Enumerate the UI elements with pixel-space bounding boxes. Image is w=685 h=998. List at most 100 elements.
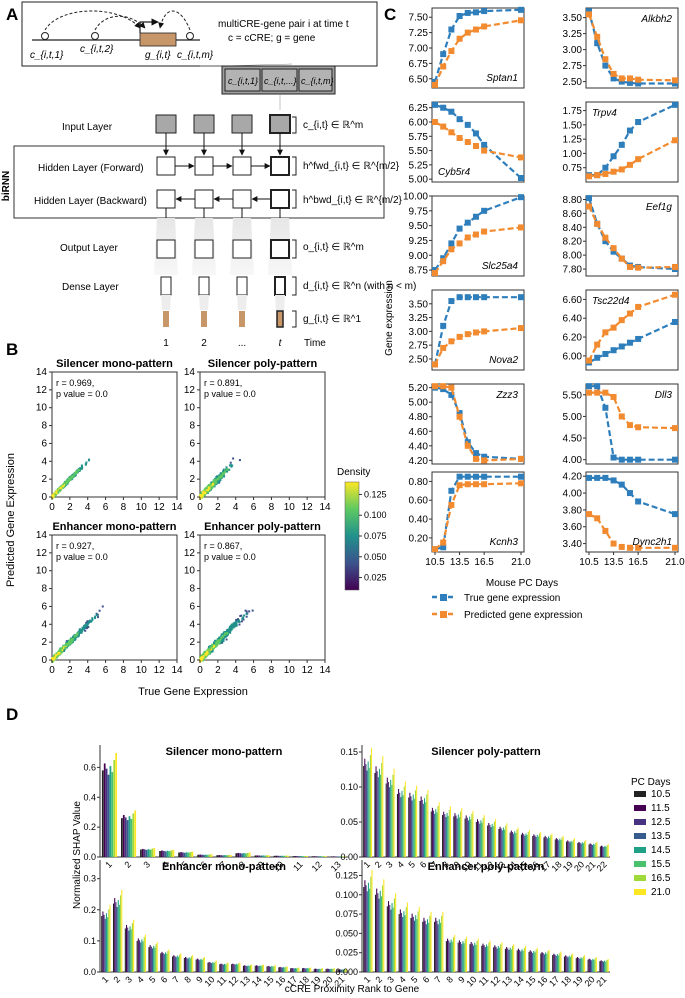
shap-bar <box>599 846 601 857</box>
data-point <box>71 635 74 638</box>
shap-bar <box>203 854 205 857</box>
pred-point <box>586 511 592 518</box>
true-point <box>464 294 471 301</box>
shap-bar <box>442 911 444 972</box>
shap-bar <box>516 829 518 857</box>
shap-bar <box>162 850 165 857</box>
shap-bar <box>447 815 449 857</box>
data-point <box>201 494 204 497</box>
data-point <box>231 464 234 467</box>
pred-point <box>618 317 625 324</box>
annotation-input: c_{i,t} ∈ ℝ^m <box>303 120 363 131</box>
true-point <box>618 456 625 463</box>
shap-bar <box>542 953 544 972</box>
y-tick-label: 4.40 <box>409 441 429 452</box>
shap-bar <box>216 855 219 857</box>
shap-bar <box>516 950 518 972</box>
y-tick-label: 0.000 <box>335 967 358 977</box>
shap-bar <box>538 833 541 857</box>
panel-label-b: B <box>6 340 18 359</box>
true-point <box>432 78 438 85</box>
data-point <box>211 645 214 648</box>
y-tick-label: 0.100 <box>335 890 358 900</box>
true-point <box>518 175 524 181</box>
shap-bar <box>128 930 130 972</box>
ccre-pin <box>186 32 194 40</box>
shap-bar <box>465 936 468 972</box>
x-tick-label: 16.5 <box>628 557 648 568</box>
shap-bar <box>105 913 107 972</box>
shap-bar <box>239 853 242 857</box>
true-point <box>672 101 678 108</box>
pred-point <box>618 255 625 262</box>
true-point <box>464 473 471 480</box>
panel-b-ylabel: Predicted Gene Expression <box>5 453 17 587</box>
true-point <box>456 473 463 480</box>
shap-bar <box>580 957 582 972</box>
shap-bar <box>148 947 150 972</box>
y-tick-label: 12 <box>184 548 196 559</box>
data-point <box>82 628 85 631</box>
data-point <box>64 644 67 647</box>
data-point <box>216 476 219 479</box>
x-tick-label: 6 <box>421 974 432 985</box>
shap-bar <box>437 924 439 972</box>
data-point <box>216 644 219 647</box>
data-point <box>83 626 86 629</box>
x-tick-label: 6 <box>159 974 170 985</box>
shap-bar <box>543 837 545 857</box>
shap-bar <box>183 958 185 972</box>
shap-bar <box>511 832 513 857</box>
data-point <box>219 474 222 477</box>
shap-bar <box>319 856 322 857</box>
y-tick-label: 4 <box>41 619 47 630</box>
y-tick-label: 0 <box>189 492 195 503</box>
true-point <box>586 474 592 481</box>
data-point <box>208 487 211 490</box>
scatter-title: Enhancer poly-pattern <box>204 521 321 533</box>
shap-bar <box>408 797 410 857</box>
data-point <box>71 639 74 642</box>
data-point <box>225 638 228 641</box>
data-point <box>77 634 80 637</box>
panel-b-scatter: Silencer mono-pattern0022446688101012121… <box>36 358 331 676</box>
shap-bar <box>109 766 112 857</box>
shap-bar <box>532 836 534 857</box>
gene-name: Alkbh2 <box>640 14 672 25</box>
data-point <box>215 476 218 479</box>
shap-bar <box>209 962 211 972</box>
pred-point <box>672 425 678 432</box>
data-point <box>207 647 210 650</box>
shap-bar <box>600 960 602 972</box>
pred-point <box>594 172 601 179</box>
shap-bar <box>134 810 137 857</box>
data-point <box>52 494 55 497</box>
shap-bar <box>515 832 517 857</box>
shap-bar <box>422 803 424 857</box>
shap-bar <box>426 919 429 972</box>
data-point <box>59 649 62 652</box>
pred-point <box>518 480 524 487</box>
shap-bar <box>225 855 228 857</box>
backward-node <box>232 189 252 209</box>
data-point <box>65 481 68 484</box>
y-tick-label: 6.20 <box>563 333 583 344</box>
layer-label-input: Input Layer <box>62 122 113 133</box>
x-tick-label: 12 <box>302 502 314 513</box>
shap-bar <box>445 941 447 972</box>
shap-bar <box>604 845 606 857</box>
shap-bar <box>107 774 110 857</box>
y-tick-label: 6.25 <box>409 103 429 114</box>
shap-bar <box>493 947 495 972</box>
shap-bar <box>398 788 400 857</box>
y-tick-label: 3.00 <box>409 327 429 338</box>
x-tick-label: 4 <box>233 502 239 513</box>
shap-bar <box>535 949 537 972</box>
x-tick-label: 5 <box>409 974 420 985</box>
data-point <box>84 629 87 632</box>
pred-point <box>672 544 678 551</box>
data-point <box>236 618 239 621</box>
x-tick-label: 21.0 <box>511 557 531 568</box>
shap-bar <box>500 828 502 857</box>
y-tick-label: 4.00 <box>563 489 583 500</box>
